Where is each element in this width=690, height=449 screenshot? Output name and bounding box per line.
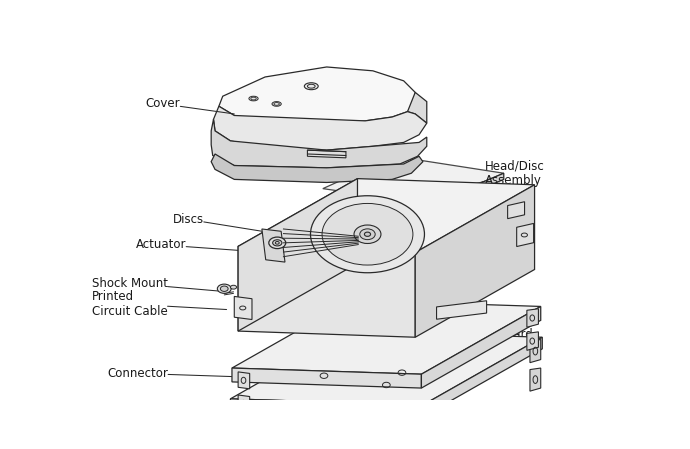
Text: Base Casting: Base Casting <box>392 267 506 285</box>
Ellipse shape <box>364 232 371 236</box>
Polygon shape <box>238 395 250 412</box>
Polygon shape <box>219 67 415 123</box>
Polygon shape <box>213 106 427 150</box>
Polygon shape <box>408 92 427 123</box>
Polygon shape <box>211 119 427 168</box>
Ellipse shape <box>359 229 375 240</box>
Ellipse shape <box>354 225 381 243</box>
Polygon shape <box>527 309 538 327</box>
Text: Read/Write Heads: Read/Write Heads <box>381 254 534 268</box>
Polygon shape <box>508 202 524 219</box>
Ellipse shape <box>220 286 228 291</box>
Text: Cover: Cover <box>146 97 235 114</box>
Ellipse shape <box>322 203 413 265</box>
Polygon shape <box>211 154 423 182</box>
Polygon shape <box>238 247 415 337</box>
Polygon shape <box>230 331 542 405</box>
Polygon shape <box>235 433 245 449</box>
Ellipse shape <box>249 96 258 101</box>
Ellipse shape <box>272 101 282 106</box>
Polygon shape <box>238 179 535 252</box>
Polygon shape <box>517 224 533 247</box>
Polygon shape <box>437 301 486 319</box>
Polygon shape <box>423 337 542 417</box>
Polygon shape <box>262 229 285 262</box>
Polygon shape <box>230 399 423 417</box>
Text: Shock Mount: Shock Mount <box>92 277 219 291</box>
Polygon shape <box>232 368 422 388</box>
Text: Frame/Bracket: Frame/Bracket <box>392 344 505 362</box>
Polygon shape <box>232 300 541 374</box>
Polygon shape <box>235 296 252 320</box>
Polygon shape <box>422 306 541 388</box>
Polygon shape <box>308 150 346 158</box>
Text: DC Power Input: DC Power Input <box>397 241 520 256</box>
Ellipse shape <box>230 285 237 289</box>
Polygon shape <box>530 339 541 363</box>
Polygon shape <box>415 185 535 337</box>
Text: Connector: Connector <box>107 367 253 380</box>
Text: E Block: E Block <box>365 198 416 227</box>
Text: Spindle: Spindle <box>400 227 471 245</box>
Text: I/O Connector: I/O Connector <box>388 312 491 325</box>
Ellipse shape <box>217 284 231 293</box>
Text: Actuator: Actuator <box>136 238 269 252</box>
Polygon shape <box>530 368 541 391</box>
Text: Printed Circuit Board: Printed Circuit Board <box>384 328 533 345</box>
Ellipse shape <box>273 240 282 246</box>
Text: Head/Disc
Assembly: Head/Disc Assembly <box>457 159 544 189</box>
Polygon shape <box>292 401 331 410</box>
Polygon shape <box>238 441 288 449</box>
Text: Discs: Discs <box>172 213 284 235</box>
Polygon shape <box>235 405 245 427</box>
Ellipse shape <box>269 237 286 249</box>
Polygon shape <box>238 372 250 389</box>
Polygon shape <box>527 332 538 350</box>
Ellipse shape <box>310 196 424 273</box>
Ellipse shape <box>304 83 318 90</box>
Polygon shape <box>431 173 504 210</box>
Polygon shape <box>238 179 357 331</box>
Text: Printed
Circuit Cable: Printed Circuit Cable <box>92 290 226 318</box>
Polygon shape <box>323 156 504 204</box>
